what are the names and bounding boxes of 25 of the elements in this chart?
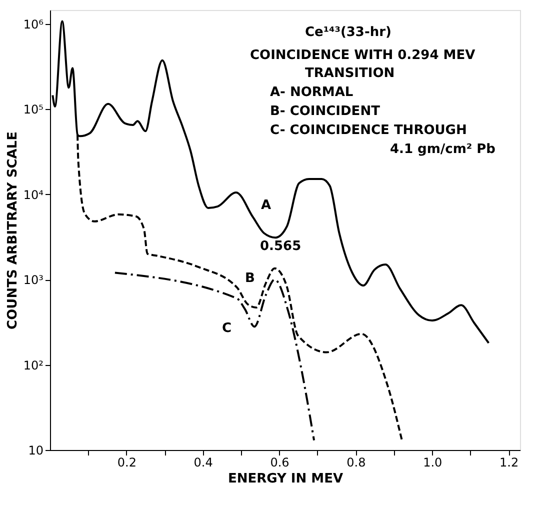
annotation: C bbox=[222, 321, 232, 336]
y-tick-label: 10⁶ bbox=[23, 17, 44, 32]
annotation: B bbox=[245, 271, 255, 286]
annotation: 0.565 bbox=[260, 239, 302, 254]
x-tick-label: 0.6 bbox=[270, 456, 290, 470]
y-tick-label: 10 bbox=[28, 444, 44, 458]
annotation: B- COINCIDENT bbox=[270, 104, 380, 119]
annotation: C- COINCIDENCE THROUGH bbox=[270, 123, 467, 138]
annotation: A- NORMAL bbox=[270, 85, 354, 100]
x-tick-label: 1.2 bbox=[499, 456, 519, 470]
x-tick-label: 1.0 bbox=[423, 456, 442, 470]
annotation: Ce¹⁴³(33-hr) bbox=[305, 25, 392, 40]
y-tick-label: 10² bbox=[23, 358, 44, 372]
x-axis-title: ENERGY IN MEV bbox=[228, 472, 344, 486]
x-tick-label: 0.8 bbox=[346, 456, 366, 470]
annotation: A bbox=[261, 198, 272, 213]
annotation: TRANSITION bbox=[305, 66, 395, 81]
x-tick-label: 0.2 bbox=[117, 456, 136, 470]
annotation: COINCIDENCE WITH 0.294 MEV bbox=[250, 48, 476, 63]
y-tick-label: 10³ bbox=[23, 273, 44, 288]
x-tick-label: 0.4 bbox=[194, 456, 213, 470]
y-tick-label: 10⁴ bbox=[23, 188, 44, 202]
annotation: 4.1 gm/cm² Pb bbox=[390, 142, 496, 157]
y-tick-label: 10⁵ bbox=[23, 102, 44, 117]
y-axis-title: COUNTS ARBITRARY SCALE bbox=[5, 132, 20, 330]
